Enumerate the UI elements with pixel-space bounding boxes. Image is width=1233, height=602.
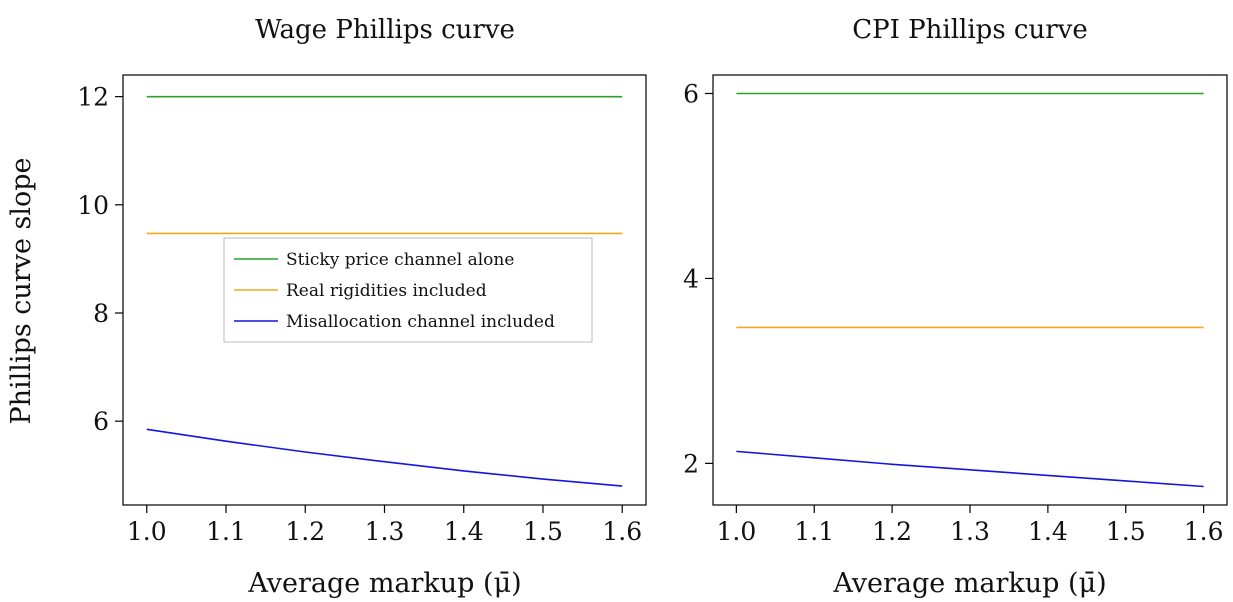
chart-title: Wage Phillips curve <box>255 15 515 45</box>
series-line-misallocation <box>146 428 623 487</box>
legend-label-sticky-price: Sticky price channel alone <box>286 250 514 270</box>
x-tick-label: 1.6 <box>1184 517 1224 546</box>
y-tick-label: 4 <box>683 264 699 293</box>
y-tick-label: 8 <box>93 299 109 328</box>
x-axis: 1.0 1.1 1.2 1.3 1.4 1.5 1.6 <box>716 505 1224 546</box>
series-lines <box>736 92 1204 488</box>
x-tick-label: 1.1 <box>794 517 834 546</box>
y-axis: 6 8 10 12 <box>77 83 123 436</box>
legend: Sticky price channel alone Real rigiditi… <box>223 237 593 343</box>
y-tick-label: 12 <box>77 83 109 112</box>
y-axis: 2 4 6 <box>683 79 713 478</box>
y-axis-label: Phillips curve slope <box>6 157 37 424</box>
x-tick-label: 1.5 <box>523 517 563 546</box>
series-lines <box>146 95 623 487</box>
x-tick-label: 1.4 <box>1028 517 1068 546</box>
x-tick-label: 1.0 <box>127 517 167 546</box>
legend-box <box>223 237 593 343</box>
y-tick-label: 2 <box>683 449 699 478</box>
y-tick-label: 6 <box>683 79 699 108</box>
x-tick-label: 1.5 <box>1106 517 1146 546</box>
x-tick-label: 1.2 <box>285 517 325 546</box>
x-tick-label: 1.2 <box>872 517 912 546</box>
x-tick-label: 1.3 <box>950 517 990 546</box>
chart-cpi-phillips: CPI Phillips curve Average markup (μ̄) 1… <box>683 15 1228 599</box>
chart-title: CPI Phillips curve <box>852 15 1088 45</box>
x-axis-label: Average markup (μ̄) <box>832 568 1106 599</box>
legend-label-misallocation: Misallocation channel included <box>286 312 555 332</box>
x-tick-label: 1.4 <box>444 517 484 546</box>
y-tick-label: 10 <box>77 191 109 220</box>
x-tick-label: 1.3 <box>365 517 405 546</box>
x-axis-label: Average markup (μ̄) <box>247 568 521 599</box>
series-line-misallocation <box>736 450 1204 488</box>
plot-frame <box>712 74 1228 506</box>
x-axis: 1.0 1.1 1.2 1.3 1.4 1.5 1.6 <box>127 505 642 546</box>
x-tick-label: 1.6 <box>602 517 642 546</box>
y-tick-label: 6 <box>93 407 109 436</box>
legend-label-real-rigidities: Real rigidities included <box>286 281 487 301</box>
x-tick-label: 1.0 <box>716 517 756 546</box>
chart-wage-phillips: Wage Phillips curve Phillips curve slope… <box>6 15 647 599</box>
x-tick-label: 1.1 <box>206 517 246 546</box>
